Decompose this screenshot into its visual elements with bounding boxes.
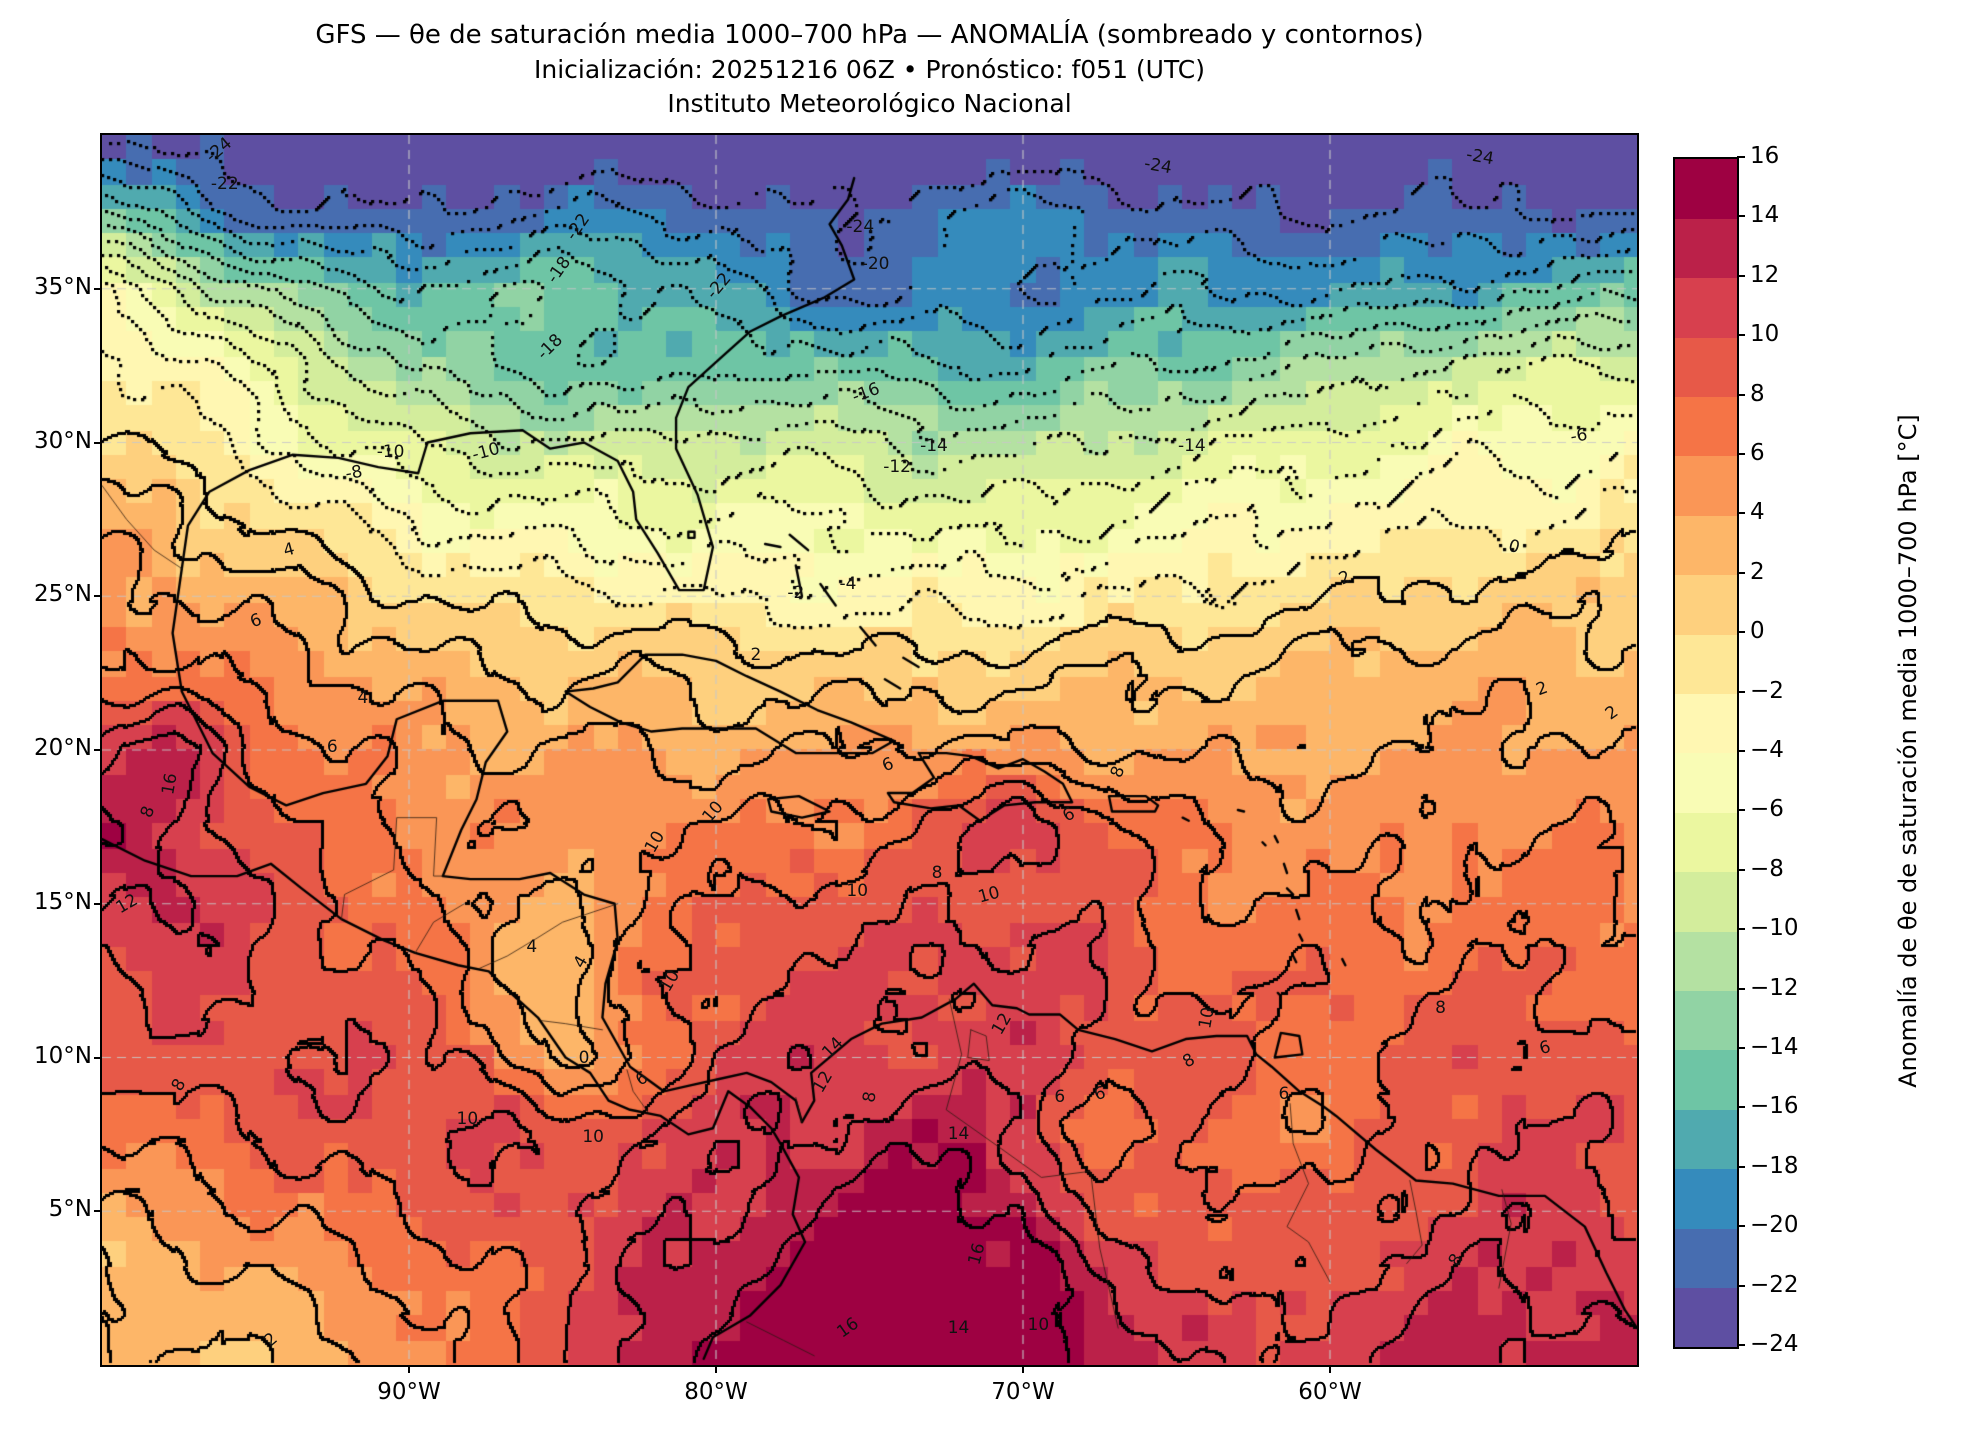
y-axis-tick-mark <box>94 287 102 290</box>
y-axis-tick-mark <box>94 902 102 905</box>
colorbar-segment <box>1675 871 1737 932</box>
colorbar-tick-label: 2 <box>1750 558 1765 585</box>
y-axis-tick-mark <box>94 749 102 751</box>
colorbar-tick-mark <box>1737 1225 1745 1228</box>
colorbar-tick-label: 10 <box>1750 321 1780 348</box>
y-axis-tick-mark <box>94 441 102 444</box>
colorbar-segment <box>1675 693 1737 754</box>
colorbar-tick-label: −10 <box>1750 915 1799 942</box>
colorbar-tick-mark <box>1737 393 1745 396</box>
x-axis-tick-label: 80°W <box>684 1379 748 1405</box>
colorbar-tick-label: −20 <box>1750 1212 1799 1239</box>
colorbar-tick-mark <box>1737 631 1745 634</box>
colorbar-tick-label: 16 <box>1750 143 1780 169</box>
colorbar <box>1673 157 1739 1349</box>
colorbar-tick-label: −18 <box>1750 1152 1799 1179</box>
colorbar-tick-mark <box>1737 334 1745 337</box>
colorbar-segment <box>1675 990 1737 1051</box>
colorbar-tick-mark <box>1737 274 1745 277</box>
colorbar-segment <box>1675 159 1737 219</box>
x-axis-tick-mark <box>1022 1365 1024 1373</box>
colorbar-segment <box>1675 1109 1737 1170</box>
colorbar-segment <box>1675 812 1737 873</box>
colorbar-segment <box>1675 456 1737 516</box>
colorbar-segment <box>1675 1168 1737 1229</box>
colorbar-tick-mark <box>1737 453 1745 455</box>
colorbar-tick-mark <box>1737 868 1745 871</box>
colorbar-segment <box>1675 931 1737 992</box>
colorbar-segment <box>1675 753 1737 813</box>
figure-title: GFS — θe de saturación media 1000–700 hP… <box>315 20 1424 50</box>
colorbar-tick-label: 4 <box>1750 499 1765 526</box>
colorbar-tick-mark <box>1737 215 1745 218</box>
figure-titles: GFS — θe de saturación media 1000–700 hP… <box>102 18 1637 121</box>
colorbar-tick-label: −14 <box>1750 1034 1799 1060</box>
colorbar-segment <box>1675 1228 1737 1289</box>
colorbar-segment <box>1675 634 1737 695</box>
y-axis-tick-label: 35°N <box>34 273 92 300</box>
colorbar-tick-mark <box>1737 690 1745 693</box>
figure-institution: Instituto Meteorológico Nacional <box>667 89 1072 118</box>
colorbar-tick-label: −22 <box>1750 1271 1799 1298</box>
colorbar-segment <box>1675 1050 1737 1110</box>
colorbar-tick-label: −24 <box>1750 1331 1799 1357</box>
colorbar-axis-label: Anomalía de θe de saturación media 1000–… <box>1894 414 1922 1088</box>
colorbar-tick-mark <box>1737 928 1745 931</box>
colorbar-segment <box>1675 277 1737 338</box>
map-panel: -24 -22 -24 -24 -24 -22 -20 -22 -18 -18 -16 -14 -14-… <box>100 133 1639 1367</box>
x-axis-tick-label: 70°W <box>991 1379 1055 1405</box>
figure-subtitle-init-forecast: Inicialización: 20251216 06Z • Pronóstic… <box>534 55 1205 84</box>
y-axis-tick-mark <box>94 595 102 598</box>
colorbar-tick-mark <box>1737 1165 1745 1168</box>
colorbar-tick-mark <box>1737 571 1745 574</box>
colorbar-tick-mark <box>1737 1344 1745 1346</box>
y-axis-tick-mark <box>94 1210 102 1213</box>
colorbar-tick-label: 0 <box>1750 618 1765 645</box>
colorbar-tick-label: −8 <box>1750 855 1784 882</box>
colorbar-tick-mark <box>1737 750 1745 752</box>
colorbar-tick-label: 14 <box>1750 202 1780 229</box>
x-axis-tick-mark <box>1329 1365 1331 1373</box>
colorbar-tick-label: −4 <box>1750 737 1784 763</box>
colorbar-segment <box>1675 337 1737 398</box>
y-axis-tick-label: 25°N <box>34 581 92 608</box>
x-axis-tick-label: 90°W <box>377 1379 441 1405</box>
colorbar-segment <box>1675 396 1737 457</box>
colorbar-tick-mark <box>1737 1047 1745 1049</box>
y-axis-tick-mark <box>94 1056 102 1059</box>
colorbar-tick-label: 12 <box>1750 261 1780 288</box>
colorbar-segment <box>1675 515 1737 576</box>
colorbar-tick-mark <box>1737 1284 1745 1287</box>
colorbar-tick-label: −2 <box>1750 677 1784 704</box>
y-axis-tick-label: 5°N <box>48 1196 92 1223</box>
colorbar-segment <box>1675 1287 1737 1348</box>
x-axis-tick-label: 60°W <box>1298 1379 1362 1405</box>
colorbar-tick-mark <box>1737 987 1745 990</box>
colorbar-segment <box>1675 574 1737 635</box>
y-axis-tick-label: 30°N <box>34 427 92 454</box>
colorbar-tick-mark <box>1737 156 1745 158</box>
colorbar-tick-label: −6 <box>1750 796 1784 823</box>
colorbar-tick-label: 8 <box>1750 380 1765 407</box>
colorbar-tick-mark <box>1737 1106 1745 1109</box>
y-axis-tick-label: 15°N <box>34 888 92 915</box>
x-axis-tick-mark <box>408 1365 410 1373</box>
colorbar-tick-mark <box>1737 809 1745 812</box>
colorbar-tick-label: −12 <box>1750 974 1799 1001</box>
y-axis-tick-label: 20°N <box>34 735 92 761</box>
colorbar-segment <box>1675 218 1737 279</box>
colorbar-tick-label: 6 <box>1750 440 1765 466</box>
y-axis-tick-label: 10°N <box>34 1042 92 1069</box>
colorbar-tick-label: −16 <box>1750 1093 1799 1120</box>
x-axis-tick-mark <box>715 1365 717 1373</box>
anomaly-map-canvas <box>102 135 1637 1365</box>
colorbar-tick-mark <box>1737 512 1745 515</box>
